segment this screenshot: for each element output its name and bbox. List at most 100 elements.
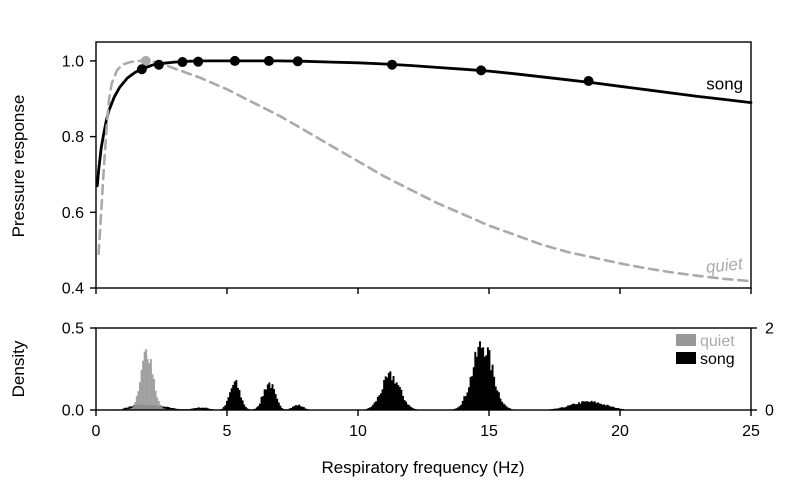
song-histogram-bar bbox=[457, 407, 459, 410]
quiet-histogram-bar bbox=[138, 382, 141, 410]
song-histogram-bar bbox=[263, 389, 266, 410]
song-histogram-bar bbox=[483, 356, 486, 410]
quiet-histogram-bar bbox=[149, 359, 152, 410]
song-histogram-bar bbox=[592, 401, 595, 410]
song-histogram-bar bbox=[559, 407, 562, 410]
song-histogram-bar bbox=[389, 371, 392, 410]
song-histogram-bar bbox=[493, 376, 496, 410]
song-histogram-bar bbox=[233, 381, 236, 410]
song-histogram-bar bbox=[197, 407, 200, 410]
song-histogram-bar bbox=[606, 404, 609, 410]
quiet-histogram bbox=[109, 349, 203, 410]
song-histogram-bar bbox=[378, 395, 381, 410]
song-histogram-bar bbox=[295, 405, 298, 410]
song-histogram-bar bbox=[383, 380, 386, 410]
song-histogram-bar bbox=[238, 390, 241, 410]
song-histogram-bar bbox=[370, 406, 373, 410]
song-histogram-bar bbox=[163, 406, 165, 410]
song-histogram-bar bbox=[372, 404, 375, 410]
song-histogram-bar bbox=[205, 407, 208, 410]
quiet-histogram-bar bbox=[135, 396, 138, 410]
song-histogram-bar bbox=[277, 402, 280, 410]
song-histogram-bar bbox=[167, 407, 170, 410]
x-tick-label: 20 bbox=[611, 423, 629, 440]
song-data-point bbox=[136, 64, 147, 75]
song-histogram-bar bbox=[405, 401, 408, 410]
song-histogram-bar bbox=[225, 400, 228, 410]
left-y-tick-label: 0.5 bbox=[62, 321, 84, 338]
top-axes-frame bbox=[95, 41, 752, 289]
song-histogram-bar bbox=[268, 382, 271, 410]
left-y-tick-label: 0.0 bbox=[62, 403, 84, 420]
song-histogram-bar bbox=[607, 405, 610, 410]
song-histogram-bar bbox=[590, 400, 593, 410]
song-histogram-bar bbox=[596, 402, 599, 410]
x-tick-label: 15 bbox=[480, 423, 498, 440]
quiet-histogram-bar bbox=[153, 379, 156, 410]
response-curves bbox=[95, 59, 753, 283]
song-histogram-bar bbox=[241, 400, 244, 410]
song-data-point bbox=[177, 57, 188, 68]
song-histogram-bar bbox=[367, 408, 370, 410]
song-histogram-bar bbox=[299, 406, 302, 410]
song-data-point bbox=[229, 55, 240, 66]
song-data-point bbox=[292, 56, 303, 67]
song-histogram-bar bbox=[612, 406, 615, 410]
song-histogram-bar bbox=[269, 387, 272, 410]
song-histogram-bar bbox=[458, 406, 461, 410]
song-histogram-bar bbox=[203, 407, 206, 410]
song-histogram-bar bbox=[386, 377, 389, 410]
song-histogram-bar bbox=[557, 408, 560, 410]
response-points bbox=[136, 55, 594, 86]
song-histogram-bar bbox=[240, 397, 243, 410]
density-histograms bbox=[109, 341, 625, 410]
quiet-histogram-bar bbox=[146, 359, 149, 410]
song-histogram-bar bbox=[486, 347, 489, 410]
song-histogram-bar bbox=[384, 376, 387, 410]
song-histogram-bar bbox=[301, 406, 304, 410]
song-histogram-bar bbox=[409, 406, 412, 410]
quiet-histogram-bar bbox=[148, 363, 151, 410]
song-histogram-bar bbox=[392, 376, 395, 410]
song-histogram-bar bbox=[587, 401, 590, 410]
song-histogram-bar bbox=[485, 355, 488, 410]
song-histogram-bar bbox=[402, 395, 404, 410]
quiet-histogram-bar bbox=[159, 404, 162, 410]
song-histogram-bar bbox=[556, 408, 558, 410]
song-histogram-bar bbox=[224, 405, 227, 410]
song-histogram-bar bbox=[460, 404, 463, 410]
song-histogram-bar bbox=[376, 396, 379, 410]
x-tick-label: 25 bbox=[742, 423, 760, 440]
y-tick-label: 0.6 bbox=[62, 205, 84, 222]
song-histogram-bar bbox=[207, 408, 210, 410]
song-histogram-bar bbox=[166, 406, 169, 410]
song-histogram-bar bbox=[375, 401, 378, 410]
song-histogram-bar bbox=[482, 347, 485, 410]
song-histogram-bar bbox=[464, 396, 467, 410]
quiet-histogram-bar bbox=[162, 408, 165, 410]
song-histogram-bar bbox=[582, 401, 585, 410]
song-histogram-bar bbox=[463, 396, 466, 410]
song-histogram-bar bbox=[617, 407, 620, 410]
song-histogram-bar bbox=[274, 394, 277, 410]
song-histogram-bar bbox=[574, 404, 577, 410]
song-histogram-bar bbox=[490, 370, 492, 410]
y-tick-label: 1.0 bbox=[62, 53, 84, 70]
song-histogram-bar bbox=[202, 407, 205, 410]
song-histogram-bar bbox=[603, 404, 606, 410]
song-histogram-bar bbox=[130, 406, 132, 410]
song-histogram-bar bbox=[271, 384, 274, 410]
song-histogram-bar bbox=[298, 404, 301, 410]
song-histogram-bar bbox=[570, 404, 573, 410]
bottom-x-ticks: 0 5 10 15 20 25 bbox=[92, 410, 760, 440]
song-histogram-bar bbox=[123, 407, 126, 410]
song-histogram-bar bbox=[229, 392, 232, 410]
song-histogram-bar bbox=[280, 407, 283, 410]
song-histogram-bar bbox=[497, 392, 500, 410]
song-histogram-bar bbox=[598, 403, 601, 410]
song-response-curve bbox=[95, 59, 753, 188]
song-histogram-bar bbox=[499, 398, 502, 410]
song-histogram-bar bbox=[125, 407, 128, 410]
